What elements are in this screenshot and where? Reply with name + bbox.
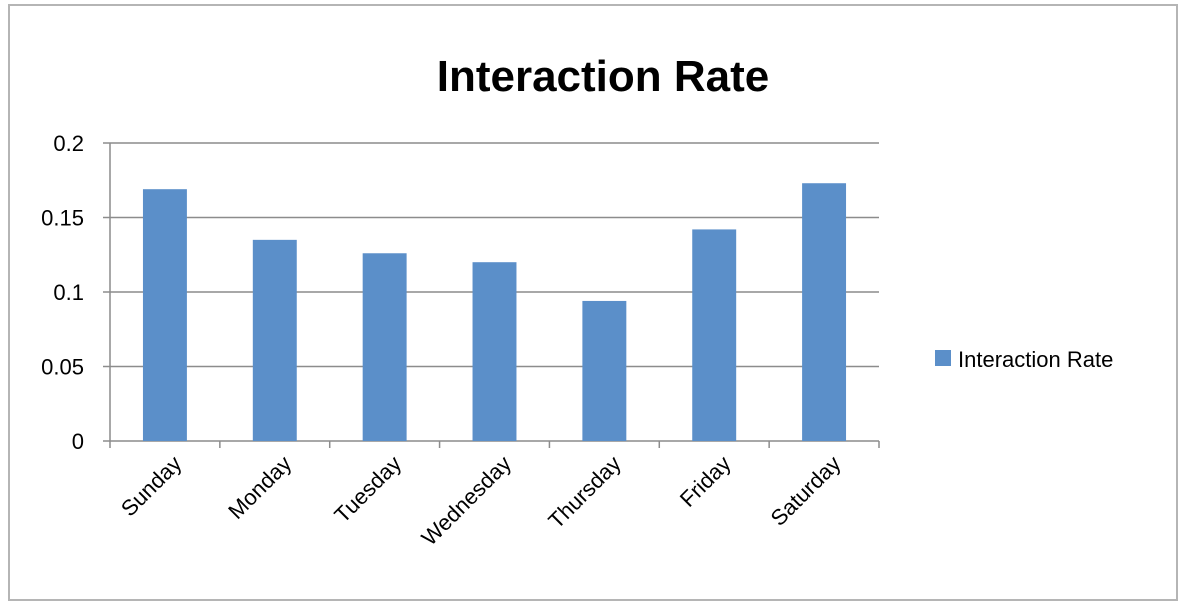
bar-thursday xyxy=(582,301,626,441)
x-axis-tick-labels: Sunday Monday Tuesday Wednesday Thursday Frid… xyxy=(116,451,846,551)
y-tick-label: 0.2 xyxy=(53,131,84,156)
bar-friday xyxy=(692,229,736,441)
x-tick-label: Saturday xyxy=(766,451,846,531)
bar-monday xyxy=(253,240,297,441)
legend: Interaction Rate xyxy=(935,347,1113,372)
legend-label: Interaction Rate xyxy=(958,347,1113,372)
y-tick-label: 0.1 xyxy=(53,280,84,305)
x-tick-label: Tuesday xyxy=(329,451,406,528)
bar-wednesday xyxy=(473,262,517,441)
bar-saturday xyxy=(802,183,846,441)
x-tick-label: Thursday xyxy=(543,451,626,534)
y-axis-tick-labels: 0 0.05 0.1 0.15 0.2 xyxy=(41,131,84,454)
y-tick-label: 0.15 xyxy=(41,206,84,231)
bar-tuesday xyxy=(363,253,407,441)
bar-sunday xyxy=(143,189,187,441)
legend-swatch xyxy=(935,350,951,366)
chart-title: Interaction Rate xyxy=(437,52,770,101)
y-tick-label: 0.05 xyxy=(41,355,84,380)
y-tick-label: 0 xyxy=(72,429,84,454)
x-tick-label: Sunday xyxy=(116,451,186,521)
x-tick-label: Wednesday xyxy=(416,451,516,551)
x-tick-label: Friday xyxy=(675,451,736,512)
bars xyxy=(143,183,846,441)
x-tick-label: Monday xyxy=(223,451,296,524)
